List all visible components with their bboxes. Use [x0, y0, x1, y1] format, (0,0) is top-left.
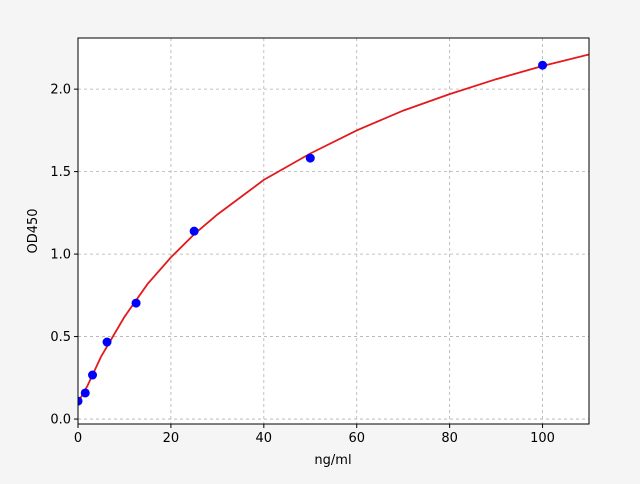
fit-curve-group	[78, 53, 589, 404]
data-point	[131, 298, 141, 308]
fit-curve	[78, 53, 589, 404]
data-point	[538, 60, 548, 70]
y-axis-label: OD450	[26, 208, 41, 253]
y-axis-ticks: 0.0 0.5 1.0 1.5 2.0	[50, 83, 78, 428]
x-tick-label: 60	[348, 431, 365, 446]
y-tick-label: 0.5	[50, 330, 71, 345]
x-tick-label: 40	[256, 431, 273, 446]
x-tick-label: 100	[530, 431, 555, 446]
data-point	[78, 396, 83, 406]
y-tick-label: 1.0	[50, 248, 71, 263]
data-point	[189, 226, 199, 236]
data-point	[102, 337, 112, 347]
y-tick-label: 1.5	[50, 165, 71, 180]
data-point	[305, 153, 315, 163]
x-tick-label: 80	[441, 431, 458, 446]
data-point	[80, 388, 90, 398]
y-tick-label: 2.0	[50, 83, 71, 98]
x-axis-ticks: 0 20 40 60 80 100	[74, 424, 555, 446]
x-tick-label: 20	[163, 431, 180, 446]
x-axis-label: ng/ml	[314, 453, 351, 468]
data-point	[88, 370, 98, 380]
x-tick-label: 0	[74, 431, 82, 446]
data-points	[78, 60, 548, 406]
y-tick-label: 0.0	[50, 413, 71, 428]
plot-area	[78, 38, 589, 424]
plot-frame	[77, 37, 590, 425]
